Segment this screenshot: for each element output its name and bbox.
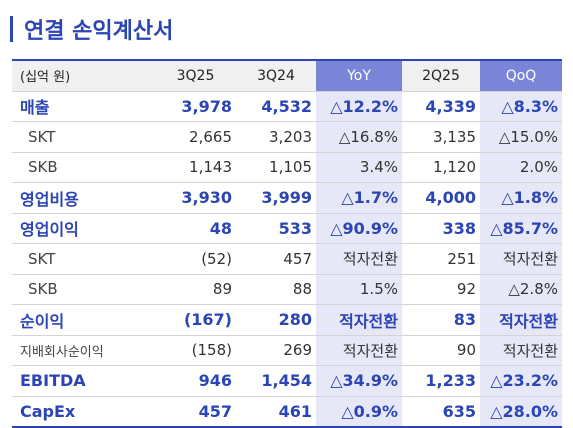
- cell-qoq: △85.7%: [480, 213, 562, 244]
- cell-3q25: 89: [155, 274, 236, 305]
- cell-2q25: 4,000: [402, 182, 480, 214]
- cell-2q25: 92: [402, 274, 480, 305]
- page-title: 연결 손익계산서: [10, 12, 173, 46]
- cell-yoy: 1.5%: [316, 274, 402, 305]
- cell-qoq: △1.8%: [480, 182, 562, 214]
- cell-yoy: 적자전환: [316, 304, 402, 336]
- table-row: 영업비용 3,930 3,999 △1.7% 4,000 △1.8%: [12, 182, 562, 214]
- header-3q25: 3Q25: [155, 59, 236, 92]
- cell-qoq: 2.0%: [480, 152, 562, 183]
- cell-2q25: 1,120: [402, 152, 480, 183]
- cell-2q25: 4,339: [402, 91, 480, 122]
- row-label: SKT: [12, 243, 155, 275]
- cell-3q25: 3,978: [155, 91, 236, 122]
- cell-yoy: 3.4%: [316, 152, 402, 183]
- cell-2q25: 251: [402, 243, 480, 275]
- row-label: 순이익: [12, 304, 155, 336]
- cell-yoy: △34.9%: [316, 365, 402, 397]
- table-row: 순이익 (167) 280 적자전환 83 적자전환: [12, 304, 562, 336]
- cell-3q25: 457: [155, 396, 236, 428]
- row-label: 매출: [12, 91, 155, 122]
- cell-2q25: 338: [402, 213, 480, 244]
- row-label: 영업이익: [12, 213, 155, 244]
- cell-2q25: 1,233: [402, 365, 480, 397]
- header-qoq: QoQ: [480, 59, 562, 92]
- cell-yoy: △0.9%: [316, 396, 402, 428]
- cell-3q24: 457: [236, 243, 316, 275]
- header-yoy: YoY: [316, 59, 402, 92]
- cell-yoy: △90.9%: [316, 213, 402, 244]
- income-statement-table: (십억 원) 3Q25 3Q24 YoY 2Q25 QoQ 매출 3,978 4…: [12, 59, 562, 428]
- cell-3q24: 533: [236, 213, 316, 244]
- cell-2q25: 90: [402, 335, 480, 366]
- row-label: EBITDA: [12, 365, 155, 397]
- cell-3q24: 3,203: [236, 121, 316, 153]
- cell-qoq: 적자전환: [480, 243, 562, 275]
- table-row: 영업이익 48 533 △90.9% 338 △85.7%: [12, 213, 562, 244]
- header-3q24: 3Q24: [236, 59, 316, 92]
- table-header-row: (십억 원) 3Q25 3Q24 YoY 2Q25 QoQ: [12, 59, 562, 92]
- table-row: CapEx 457 461 △0.9% 635 △28.0%: [12, 396, 562, 428]
- cell-qoq: 적자전환: [480, 304, 562, 336]
- cell-2q25: 83: [402, 304, 480, 336]
- table-row: SKB 89 88 1.5% 92 △2.8%: [12, 274, 562, 305]
- cell-qoq: △28.0%: [480, 396, 562, 428]
- cell-3q24: 1,454: [236, 365, 316, 397]
- cell-3q25: 946: [155, 365, 236, 397]
- cell-qoq: △8.3%: [480, 91, 562, 122]
- cell-3q25: (158): [155, 335, 236, 366]
- cell-3q25: (52): [155, 243, 236, 275]
- table-row: SKT 2,665 3,203 △16.8% 3,135 △15.0%: [12, 121, 562, 153]
- cell-3q25: 3,930: [155, 182, 236, 214]
- cell-yoy: △16.8%: [316, 121, 402, 153]
- cell-qoq: △23.2%: [480, 365, 562, 397]
- cell-2q25: 635: [402, 396, 480, 428]
- row-label: 지배회사순이익: [12, 335, 155, 366]
- title-text: 연결 손익계산서: [24, 19, 174, 44]
- cell-2q25: 3,135: [402, 121, 480, 153]
- row-label: 영업비용: [12, 182, 155, 214]
- cell-yoy: 적자전환: [316, 243, 402, 275]
- cell-3q25: 48: [155, 213, 236, 244]
- table-row: 지배회사순이익 (158) 269 적자전환 90 적자전환: [12, 335, 562, 366]
- title-accent-bar: [10, 16, 13, 42]
- cell-3q24: 3,999: [236, 182, 316, 214]
- row-label: SKB: [12, 274, 155, 305]
- cell-3q24: 88: [236, 274, 316, 305]
- cell-3q24: 280: [236, 304, 316, 336]
- cell-3q25: 1,143: [155, 152, 236, 183]
- cell-qoq: △15.0%: [480, 121, 562, 153]
- cell-yoy: △12.2%: [316, 91, 402, 122]
- cell-yoy: △1.7%: [316, 182, 402, 214]
- cell-qoq: △2.8%: [480, 274, 562, 305]
- cell-3q25: 2,665: [155, 121, 236, 153]
- row-label: SKB: [12, 152, 155, 183]
- cell-yoy: 적자전환: [316, 335, 402, 366]
- header-unit: (십억 원): [12, 59, 155, 92]
- cell-qoq: 적자전환: [480, 335, 562, 366]
- cell-3q24: 461: [236, 396, 316, 428]
- table-row: EBITDA 946 1,454 △34.9% 1,233 △23.2%: [12, 365, 562, 397]
- cell-3q24: 4,532: [236, 91, 316, 122]
- cell-3q24: 269: [236, 335, 316, 366]
- table-row: 매출 3,978 4,532 △12.2% 4,339 △8.3%: [12, 91, 562, 122]
- cell-3q25: (167): [155, 304, 236, 336]
- row-label: SKT: [12, 121, 155, 153]
- table-row: SKB 1,143 1,105 3.4% 1,120 2.0%: [12, 152, 562, 183]
- table-row: SKT (52) 457 적자전환 251 적자전환: [12, 243, 562, 275]
- cell-3q24: 1,105: [236, 152, 316, 183]
- row-label: CapEx: [12, 396, 155, 428]
- header-2q25: 2Q25: [402, 59, 480, 92]
